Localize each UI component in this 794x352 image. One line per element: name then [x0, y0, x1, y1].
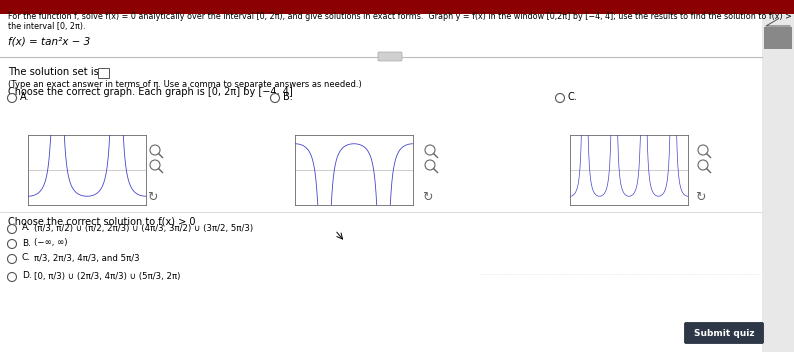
Circle shape: [7, 225, 17, 233]
Circle shape: [7, 239, 17, 249]
Text: (π/3, π/2) ∪ (π/2, 2π/3) ∪ (4π/3, 3π/2) ∪ (3π/2, 5π/3): (π/3, π/2) ∪ (π/2, 2π/3) ∪ (4π/3, 3π/2) …: [34, 224, 253, 233]
Text: B.: B.: [283, 92, 293, 102]
Text: (−∞, ∞): (−∞, ∞): [34, 239, 67, 247]
Text: ↻: ↻: [695, 190, 705, 203]
Text: f(x) = tan²x − 3: f(x) = tan²x − 3: [8, 36, 91, 46]
FancyBboxPatch shape: [378, 52, 402, 61]
Circle shape: [698, 160, 708, 170]
Circle shape: [698, 145, 708, 155]
Text: Submit quiz: Submit quiz: [694, 328, 754, 338]
Text: [0, π/3) ∪ (2π/3, 4π/3) ∪ (5π/3, 2π): [0, π/3) ∪ (2π/3, 4π/3) ∪ (5π/3, 2π): [34, 271, 180, 281]
Text: B.: B.: [22, 239, 31, 247]
Text: ↻: ↻: [147, 190, 157, 203]
Text: A.: A.: [22, 224, 31, 233]
Text: Choose the correct solution to f(x) > 0: Choose the correct solution to f(x) > 0: [8, 216, 195, 226]
Text: C.: C.: [22, 253, 31, 263]
Text: For the function f, solve f(x) = 0 analytically over the interval [0, 2π), and g: For the function f, solve f(x) = 0 analy…: [8, 12, 794, 21]
Text: (Type an exact answer in terms of π. Use a comma to separate answers as needed.): (Type an exact answer in terms of π. Use…: [8, 80, 362, 89]
Circle shape: [7, 254, 17, 264]
Text: C.: C.: [568, 92, 578, 102]
Circle shape: [7, 94, 17, 102]
Bar: [762, 14, 794, 352]
Text: ↻: ↻: [422, 190, 432, 203]
FancyBboxPatch shape: [684, 322, 764, 344]
Text: the interval [0, 2π).: the interval [0, 2π).: [8, 22, 86, 31]
FancyBboxPatch shape: [764, 27, 792, 49]
Circle shape: [150, 145, 160, 155]
Circle shape: [150, 160, 160, 170]
Text: Choose the correct graph. Each graph is [0, 2π] by [−4, 4]: Choose the correct graph. Each graph is …: [8, 87, 293, 97]
Circle shape: [271, 94, 279, 102]
Bar: [0, 0, 794, 14]
Circle shape: [425, 160, 435, 170]
Circle shape: [7, 272, 17, 282]
Text: π/3, 2π/3, 4π/3, and 5π/3: π/3, 2π/3, 4π/3, and 5π/3: [34, 253, 140, 263]
Text: D.: D.: [22, 271, 32, 281]
Circle shape: [425, 145, 435, 155]
Circle shape: [556, 94, 565, 102]
Text: A.: A.: [20, 92, 29, 102]
FancyBboxPatch shape: [98, 68, 109, 77]
Text: The solution set is: The solution set is: [8, 67, 99, 77]
